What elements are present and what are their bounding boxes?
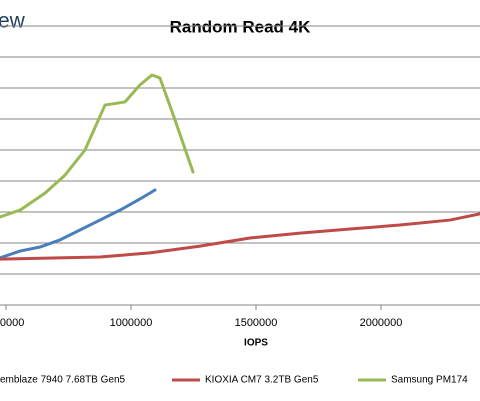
chart-title: Random Read 4K <box>170 17 311 36</box>
logo: ew <box>0 10 26 33</box>
series-line <box>0 188 157 260</box>
x-tick-label: 2000000 <box>360 317 403 329</box>
x-axis-label: IOPS <box>244 338 268 349</box>
x-tick-label: 1000000 <box>110 317 153 329</box>
legend-label: Samsung PM174 <box>391 375 468 386</box>
x-tick-label: 500000 <box>0 317 24 329</box>
series-line <box>0 73 195 219</box>
legend-label: emblaze 7940 7.68TB Gen5 <box>0 375 126 386</box>
legend-label: KIOXIA CM7 3.2TB Gen5 <box>205 375 319 386</box>
series-line <box>0 212 480 261</box>
x-tick-label: 1500000 <box>235 317 278 329</box>
